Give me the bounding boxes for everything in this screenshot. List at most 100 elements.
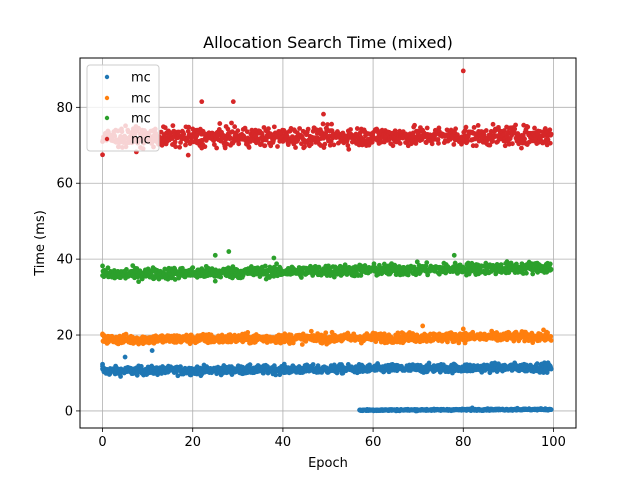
data-point xyxy=(266,126,271,132)
legend-label: mc xyxy=(131,92,151,107)
y-tick-label: 80 xyxy=(56,101,73,116)
data-point xyxy=(124,267,129,272)
x-tick-label: 100 xyxy=(541,435,566,450)
legend-marker-mc-orange xyxy=(104,95,110,101)
data-point xyxy=(325,122,330,127)
data-point xyxy=(510,141,515,147)
data-point xyxy=(429,141,435,147)
data-point xyxy=(322,141,328,147)
y-tick-label: 0 xyxy=(65,404,73,419)
data-point xyxy=(473,143,479,149)
x-tick-label: 20 xyxy=(184,435,201,450)
data-point-outlier xyxy=(514,405,520,411)
data-point xyxy=(273,372,279,378)
data-point xyxy=(397,141,403,146)
data-point xyxy=(118,374,123,379)
data-point xyxy=(308,141,314,147)
data-point xyxy=(235,128,241,134)
data-point xyxy=(214,145,220,151)
data-point xyxy=(262,263,268,269)
legend-label: mc xyxy=(131,133,151,148)
data-point-outlier xyxy=(271,255,277,261)
data-point-outlier xyxy=(460,326,466,332)
data-point xyxy=(426,360,432,366)
legend-label: mc xyxy=(131,71,151,86)
data-point xyxy=(173,144,178,150)
data-point xyxy=(246,145,252,150)
data-point xyxy=(271,124,277,130)
data-point-outlier xyxy=(420,323,426,329)
data-point xyxy=(475,123,481,128)
data-point-outlier xyxy=(100,263,105,269)
data-point-outlier xyxy=(460,68,466,74)
data-point-outlier xyxy=(100,152,105,158)
data-point-outlier xyxy=(100,363,105,369)
data-point xyxy=(175,373,181,379)
legend-label: mc xyxy=(131,112,151,127)
data-point xyxy=(229,120,234,126)
x-tick-label: 0 xyxy=(98,435,106,450)
data-point xyxy=(519,145,524,151)
data-point xyxy=(346,146,352,152)
data-point xyxy=(245,330,251,335)
data-point xyxy=(138,364,144,369)
data-point xyxy=(329,121,335,127)
data-point xyxy=(548,266,554,272)
y-axis-title: Time (ms) xyxy=(33,210,48,277)
data-point xyxy=(302,144,307,150)
data-point xyxy=(262,143,268,149)
data-point xyxy=(525,124,531,130)
data-point xyxy=(512,126,518,132)
data-point xyxy=(310,362,316,367)
data-point-outlier xyxy=(321,111,326,117)
data-point-outlier xyxy=(149,348,155,353)
data-point xyxy=(547,261,553,267)
legend-marker-mc-green xyxy=(104,115,110,121)
data-point xyxy=(464,139,470,144)
series-1-points xyxy=(100,323,554,347)
data-point xyxy=(463,124,469,130)
data-point xyxy=(354,126,360,131)
data-point xyxy=(547,140,553,146)
data-point xyxy=(390,143,396,149)
data-point xyxy=(436,140,441,146)
data-point xyxy=(522,136,527,142)
data-point xyxy=(490,121,496,127)
data-point-outlier xyxy=(230,99,236,105)
data-point xyxy=(299,275,304,280)
data-point xyxy=(524,270,529,276)
data-point xyxy=(232,124,238,130)
data-point xyxy=(548,338,554,343)
data-point xyxy=(293,145,298,150)
data-point xyxy=(170,123,176,129)
data-point xyxy=(412,122,417,128)
x-tick-label: 80 xyxy=(455,435,472,450)
data-point-outlier xyxy=(212,278,218,284)
data-point xyxy=(331,142,337,148)
data-point xyxy=(202,144,208,150)
series-0-points xyxy=(100,348,554,379)
data-point xyxy=(236,141,242,147)
data-point xyxy=(424,125,430,131)
data-points xyxy=(100,68,554,414)
data-point-outlier xyxy=(226,249,232,254)
data-point xyxy=(218,274,224,280)
data-point xyxy=(451,142,457,147)
y-tick-label: 20 xyxy=(56,329,73,344)
x-tick-label: 60 xyxy=(365,435,382,450)
data-point xyxy=(177,144,183,150)
data-point xyxy=(424,260,430,265)
x-tick-label: 40 xyxy=(275,435,292,450)
data-point xyxy=(471,125,477,130)
data-point xyxy=(183,142,188,148)
legend-marker-mc-red xyxy=(104,136,110,142)
data-point xyxy=(323,330,329,336)
data-point-outlier xyxy=(451,252,457,258)
data-point xyxy=(548,366,554,372)
data-point xyxy=(548,131,554,137)
chart-title: Allocation Search Time (mixed) xyxy=(203,33,453,52)
y-tick-label: 40 xyxy=(56,253,73,268)
data-point-outlier xyxy=(100,331,105,337)
data-point xyxy=(190,265,196,270)
